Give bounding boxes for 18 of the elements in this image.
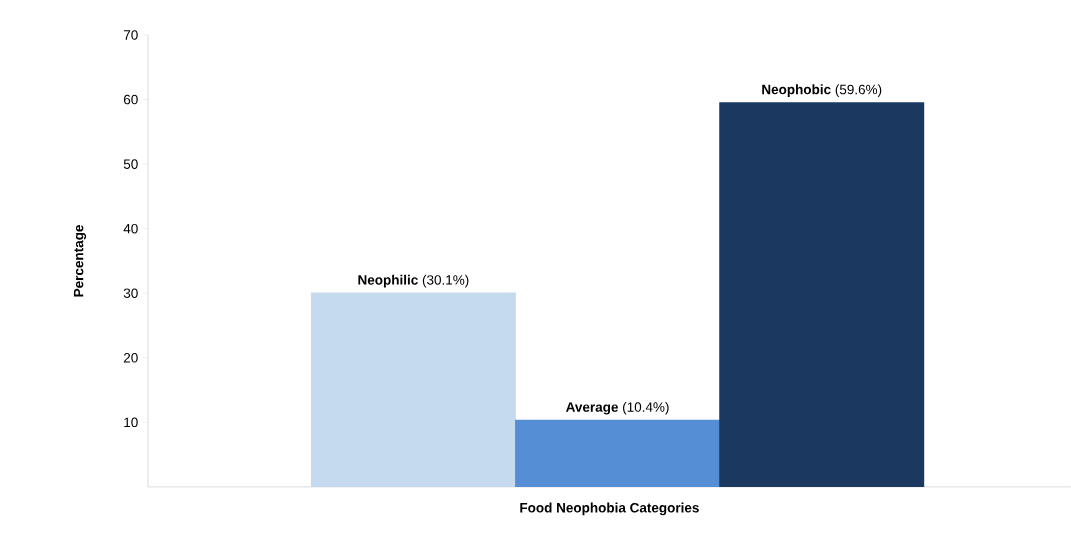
x-tick-label: Average [566,402,618,415]
y-tick-label: 60 [123,94,138,105]
x-tick-label: Neophilic [358,274,418,288]
bar [719,102,925,487]
y-tick-label: 10 [124,417,138,428]
x-tick-label: Neophobic [762,84,831,97]
y-tick-label: 20 [123,353,138,363]
data-label: (30.1%) [422,274,469,288]
bar [310,292,516,487]
data-label: (10.4%) [623,401,669,415]
bar [515,419,721,487]
y-axis-title: Percentage [73,225,87,297]
y-tick-label: 50 [123,159,138,169]
data-label: (59.6%) [835,84,882,97]
y-tick-label: 30 [123,288,138,299]
x-axis-title: Food Neophobia Categories [520,502,699,516]
y-tick-label: 70 [123,30,138,40]
y-tick-label: 40 [123,223,138,234]
